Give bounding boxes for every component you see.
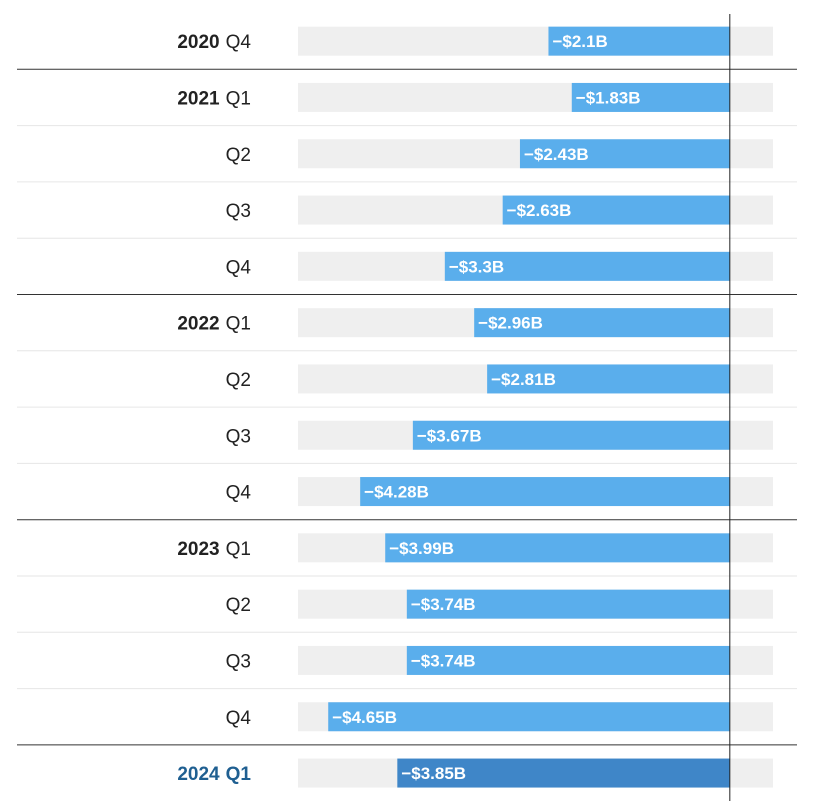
bar-2021-q1-1: [571, 82, 730, 112]
bar-value-label: −$3.74B: [411, 651, 476, 670]
category-label: Q3: [226, 201, 251, 222]
category-label: Q4: [226, 257, 252, 278]
category-quarter: Q4: [226, 483, 252, 504]
bar-q-q4-12: [328, 702, 730, 732]
category-quarter: Q2: [226, 595, 251, 616]
category-quarter: Q1: [226, 539, 251, 560]
bar-value-label: −$2.63B: [507, 201, 572, 220]
bar-q-q4-8: [360, 477, 730, 507]
bar-value-label: −$2.43B: [524, 145, 589, 164]
chart-rows: −$2.1B 2020 Q4 −$1.83B 2021 Q1 −$2.43B Q2 −$2.63…: [17, 26, 797, 788]
bar-q-q2-6: [487, 364, 730, 394]
bar-value-label: −$1.83B: [576, 88, 641, 107]
bar-2024-q1-13: [397, 758, 730, 788]
category-quarter: Q4: [226, 257, 252, 278]
category-quarter: Q3: [226, 426, 251, 447]
category-quarter: Q1: [226, 88, 251, 109]
bar-value-label: −$3.67B: [417, 426, 482, 445]
category-year: 2021: [177, 88, 220, 109]
bar-value-label: −$2.96B: [478, 314, 543, 333]
bar-value-label: −$2.81B: [491, 370, 556, 389]
category-year: 2020: [177, 32, 219, 53]
category-label: 2024 Q1: [177, 764, 251, 785]
category-quarter: Q2: [226, 370, 251, 391]
category-quarter: Q1: [226, 314, 251, 335]
bar-q-q4-4: [444, 251, 730, 281]
bar-q-q3-3: [502, 195, 730, 225]
category-quarter: Q4: [226, 708, 252, 729]
bar-value-label: −$3.99B: [389, 539, 454, 558]
category-label: 2021 Q1: [177, 88, 251, 109]
category-label: 2022 Q1: [177, 314, 251, 335]
bar-q-q2-10: [406, 589, 730, 619]
category-label: Q3: [226, 651, 251, 672]
bar-value-label: −$4.65B: [332, 708, 397, 727]
bar-value-label: −$2.1B: [552, 32, 607, 51]
category-label: Q2: [226, 145, 251, 166]
category-label: Q4: [226, 708, 252, 729]
category-quarter: Q3: [226, 201, 251, 222]
category-label: Q2: [226, 370, 251, 391]
category-quarter: Q1: [226, 764, 252, 785]
category-quarter: Q2: [226, 145, 251, 166]
bar-q-q3-11: [406, 645, 730, 675]
category-year: 2023: [177, 539, 219, 560]
bar-2020-q4-0: [548, 26, 730, 56]
category-label: Q3: [226, 426, 251, 447]
category-label: Q2: [226, 595, 251, 616]
bar-value-label: −$4.28B: [364, 483, 429, 502]
category-label: 2023 Q1: [177, 539, 251, 560]
category-quarter: Q4: [226, 32, 252, 53]
bar-value-label: −$3.3B: [449, 257, 504, 276]
category-year: 2024: [177, 764, 220, 785]
category-quarter: Q3: [226, 651, 251, 672]
bar-2023-q1-9: [385, 533, 730, 563]
bar-value-label: −$3.85B: [401, 764, 466, 783]
category-label: Q4: [226, 483, 252, 504]
bar-q-q3-7: [412, 420, 730, 450]
bar-2022-q1-5: [474, 308, 730, 338]
bar-q-q2-2: [519, 139, 730, 169]
category-label: 2020 Q4: [177, 32, 251, 53]
bar-value-label: −$3.74B: [411, 595, 476, 614]
category-year: 2022: [177, 314, 219, 335]
